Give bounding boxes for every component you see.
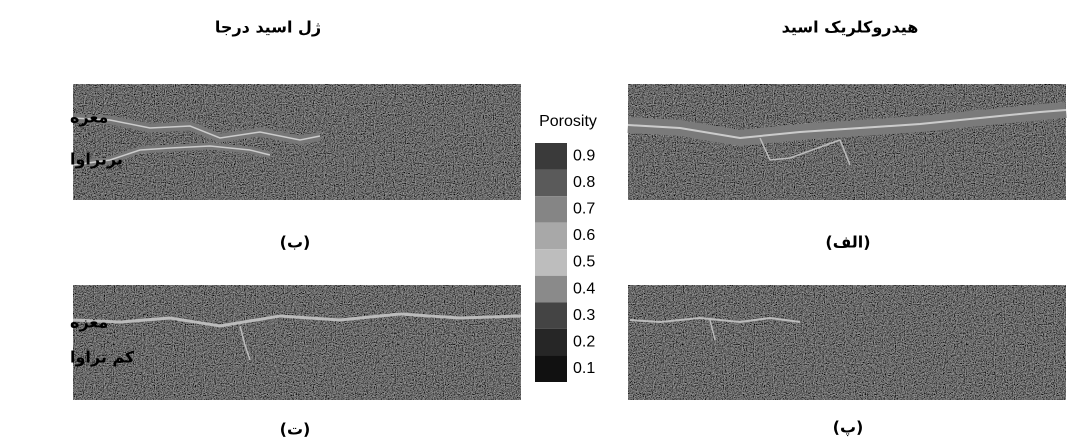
colorbar-swatch [535,249,567,276]
colorbar-tick-label: 0.5 [573,254,595,271]
colorbar-tick-label: 0.9 [573,147,595,164]
caption: (ب) [280,233,311,252]
row-label: کم تراوا [70,348,135,367]
colorbar-title: Porosity [539,113,597,130]
colorbar-tick-label: 0.1 [573,360,595,377]
column-title: هیدروکلریک اسید [782,18,919,37]
caption: (الف) [825,233,870,252]
image-top-right [627,84,1067,200]
colorbar-tick-label: 0.4 [573,280,595,297]
row-label: پرتراوا [70,150,123,170]
colorbar-swatch [535,196,567,223]
image-bottom-right [628,285,1066,400]
row-label: مغزه [70,313,108,332]
image-bottom-left [72,285,522,400]
colorbar-swatch [535,169,567,197]
row-label: مغزه [70,108,108,127]
colorbar-tick-label: 0.7 [573,201,595,218]
colorbar-tick-label: 0.6 [573,227,595,244]
colorbar-swatch [535,328,567,356]
colorbar-tick-label: 0.8 [573,174,595,191]
caption: (پ) [833,418,864,438]
colorbar-tick-label: 0.3 [573,307,595,324]
colorbar-swatch [535,222,567,250]
colorbar-swatch [535,302,567,329]
image-top-left [72,84,521,200]
colorbar-tick-label: 0.2 [573,333,595,350]
column-title: ژل اسید درجا [215,18,321,37]
colorbar-swatch [535,143,567,170]
caption: (ت) [280,420,311,439]
colorbar-swatch [535,355,567,382]
colorbar-swatch [535,275,567,303]
colorbar: 0.9 0.8 0.7 0.6 0.5 0.4 0.3 0.2 0.1 [535,143,595,382]
